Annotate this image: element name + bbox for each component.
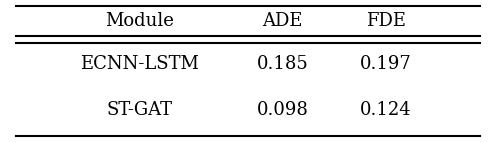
Text: ADE: ADE xyxy=(262,12,303,30)
Text: 0.098: 0.098 xyxy=(256,101,309,119)
Text: FDE: FDE xyxy=(366,12,406,30)
Text: ECNN-LSTM: ECNN-LSTM xyxy=(80,55,199,73)
Text: 0.197: 0.197 xyxy=(360,55,412,73)
Text: 0.185: 0.185 xyxy=(256,55,309,73)
Text: Module: Module xyxy=(105,12,174,30)
Text: 0.124: 0.124 xyxy=(360,101,412,119)
Text: ST-GAT: ST-GAT xyxy=(107,101,173,119)
